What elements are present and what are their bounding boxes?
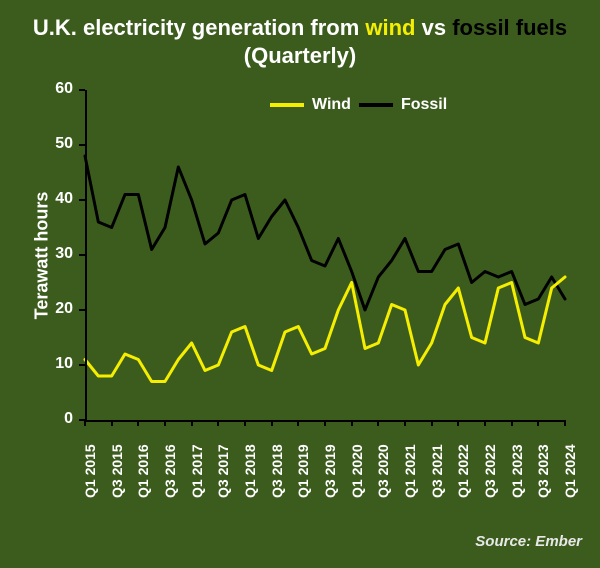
x-tick	[484, 420, 486, 426]
x-tick-label: Q1 2023	[509, 444, 525, 498]
x-tick	[537, 420, 539, 426]
x-tick	[351, 420, 353, 426]
series-wind	[85, 277, 565, 382]
x-tick-label: Q3 2015	[109, 444, 125, 498]
series-fossil	[85, 156, 565, 310]
x-tick	[137, 420, 139, 426]
x-tick-label: Q3 2019	[322, 444, 338, 498]
x-tick	[244, 420, 246, 426]
x-tick	[191, 420, 193, 426]
source-text: Source: Ember	[475, 533, 582, 550]
x-tick	[324, 420, 326, 426]
x-tick	[404, 420, 406, 426]
x-tick-label: Q1 2022	[455, 444, 471, 498]
x-tick-label: Q3 2020	[375, 444, 391, 498]
x-tick	[377, 420, 379, 426]
x-tick	[431, 420, 433, 426]
x-tick	[564, 420, 566, 426]
y-tick-label: 20	[43, 300, 73, 318]
x-tick-label: Q1 2024	[562, 444, 578, 498]
x-tick-label: Q1 2019	[295, 444, 311, 498]
x-tick-label: Q3 2018	[269, 444, 285, 498]
y-tick-label: 40	[43, 190, 73, 208]
y-tick-label: 60	[43, 80, 73, 98]
y-tick-label: 30	[43, 245, 73, 263]
x-tick-label: Q3 2023	[535, 444, 551, 498]
x-tick-label: Q3 2022	[482, 444, 498, 498]
y-tick	[79, 364, 85, 366]
x-tick	[511, 420, 513, 426]
y-tick	[79, 199, 85, 201]
y-tick	[79, 309, 85, 311]
x-tick-label: Q1 2020	[349, 444, 365, 498]
x-tick	[457, 420, 459, 426]
x-tick	[297, 420, 299, 426]
y-tick	[79, 89, 85, 91]
y-tick-label: 0	[43, 410, 73, 428]
x-tick-label: Q1 2015	[82, 444, 98, 498]
x-tick	[271, 420, 273, 426]
y-tick	[79, 254, 85, 256]
x-tick	[164, 420, 166, 426]
x-tick-label: Q1 2017	[189, 444, 205, 498]
y-tick	[79, 144, 85, 146]
y-axis-line	[85, 90, 87, 420]
x-tick	[111, 420, 113, 426]
x-tick	[217, 420, 219, 426]
y-tick-label: 50	[43, 135, 73, 153]
x-tick-label: Q3 2017	[215, 444, 231, 498]
y-tick-label: 10	[43, 355, 73, 373]
x-tick-label: Q1 2021	[402, 444, 418, 498]
x-tick-label: Q3 2021	[429, 444, 445, 498]
x-tick-label: Q1 2016	[135, 444, 151, 498]
x-tick-label: Q3 2016	[162, 444, 178, 498]
x-tick-label: Q1 2018	[242, 444, 258, 498]
x-tick	[84, 420, 86, 426]
